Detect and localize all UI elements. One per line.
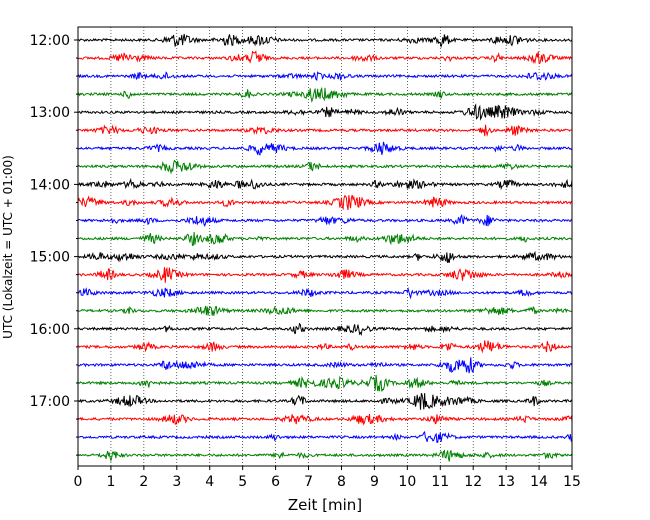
x-tick-label: 14 bbox=[530, 474, 548, 490]
trace-1700 bbox=[77, 393, 573, 410]
trace-1745 bbox=[77, 449, 573, 463]
trace-1230 bbox=[77, 71, 573, 82]
trace-1415 bbox=[77, 194, 573, 211]
x-tick-label: 12 bbox=[464, 474, 482, 490]
trace-1345 bbox=[77, 159, 573, 175]
grid-layer bbox=[110, 27, 540, 466]
trace-1430 bbox=[77, 213, 573, 227]
trace-1445 bbox=[77, 231, 573, 246]
trace-1530 bbox=[77, 286, 573, 300]
trace-1615 bbox=[77, 340, 573, 354]
y-tick-label: 14:00 bbox=[30, 177, 70, 193]
trace-1215 bbox=[77, 50, 573, 65]
trace-1730 bbox=[77, 431, 573, 443]
y-tick-label: 17:00 bbox=[30, 394, 70, 410]
x-tick-label: 7 bbox=[304, 474, 313, 490]
x-tick-label: 13 bbox=[497, 474, 515, 490]
trace-1600 bbox=[77, 322, 573, 337]
x-tick-label: 3 bbox=[172, 474, 181, 490]
y-tick-label: 12:00 bbox=[30, 33, 70, 49]
x-tick-label: 2 bbox=[139, 474, 148, 490]
trace-1500 bbox=[77, 250, 573, 264]
y-tick-label: 15:00 bbox=[30, 250, 70, 266]
x-axis-label: Zeit [min] bbox=[288, 496, 362, 514]
y-tick-label: 16:00 bbox=[30, 322, 70, 338]
tick-layer: 0 1 2 3 4 5 6 7 8 9 10 11 12 13 14 1512:0013:0014:0015:… bbox=[30, 33, 581, 490]
x-tick-label: 6 bbox=[271, 474, 280, 490]
trace-1300 bbox=[77, 103, 573, 121]
x-tick-label: 10 bbox=[398, 474, 416, 490]
x-tick-label: 15 bbox=[563, 474, 581, 490]
trace-1645 bbox=[77, 374, 573, 392]
x-tick-label: 9 bbox=[370, 474, 379, 490]
trace-1630 bbox=[77, 357, 573, 374]
y-tick-label: 13:00 bbox=[30, 105, 70, 121]
trace-1330 bbox=[77, 141, 573, 156]
trace-1400 bbox=[77, 177, 573, 191]
x-tick-label: 1 bbox=[106, 474, 115, 490]
y-axis-label: UTC (Lokalzeit = UTC + 01:00) bbox=[1, 155, 15, 339]
x-tick-label: 8 bbox=[337, 474, 346, 490]
trace-1715 bbox=[77, 414, 573, 426]
trace-layer bbox=[77, 33, 573, 463]
trace-1545 bbox=[77, 305, 573, 316]
trace-1315 bbox=[77, 124, 573, 137]
trace-1245 bbox=[77, 86, 573, 103]
x-tick-label: 4 bbox=[205, 474, 214, 490]
plot-frame bbox=[77, 26, 573, 467]
x-tick-label: 0 bbox=[74, 474, 83, 490]
trace-1515 bbox=[77, 266, 573, 283]
x-tick-label: 5 bbox=[238, 474, 247, 490]
trace-1200 bbox=[77, 33, 573, 49]
x-tick-label: 11 bbox=[431, 474, 449, 490]
